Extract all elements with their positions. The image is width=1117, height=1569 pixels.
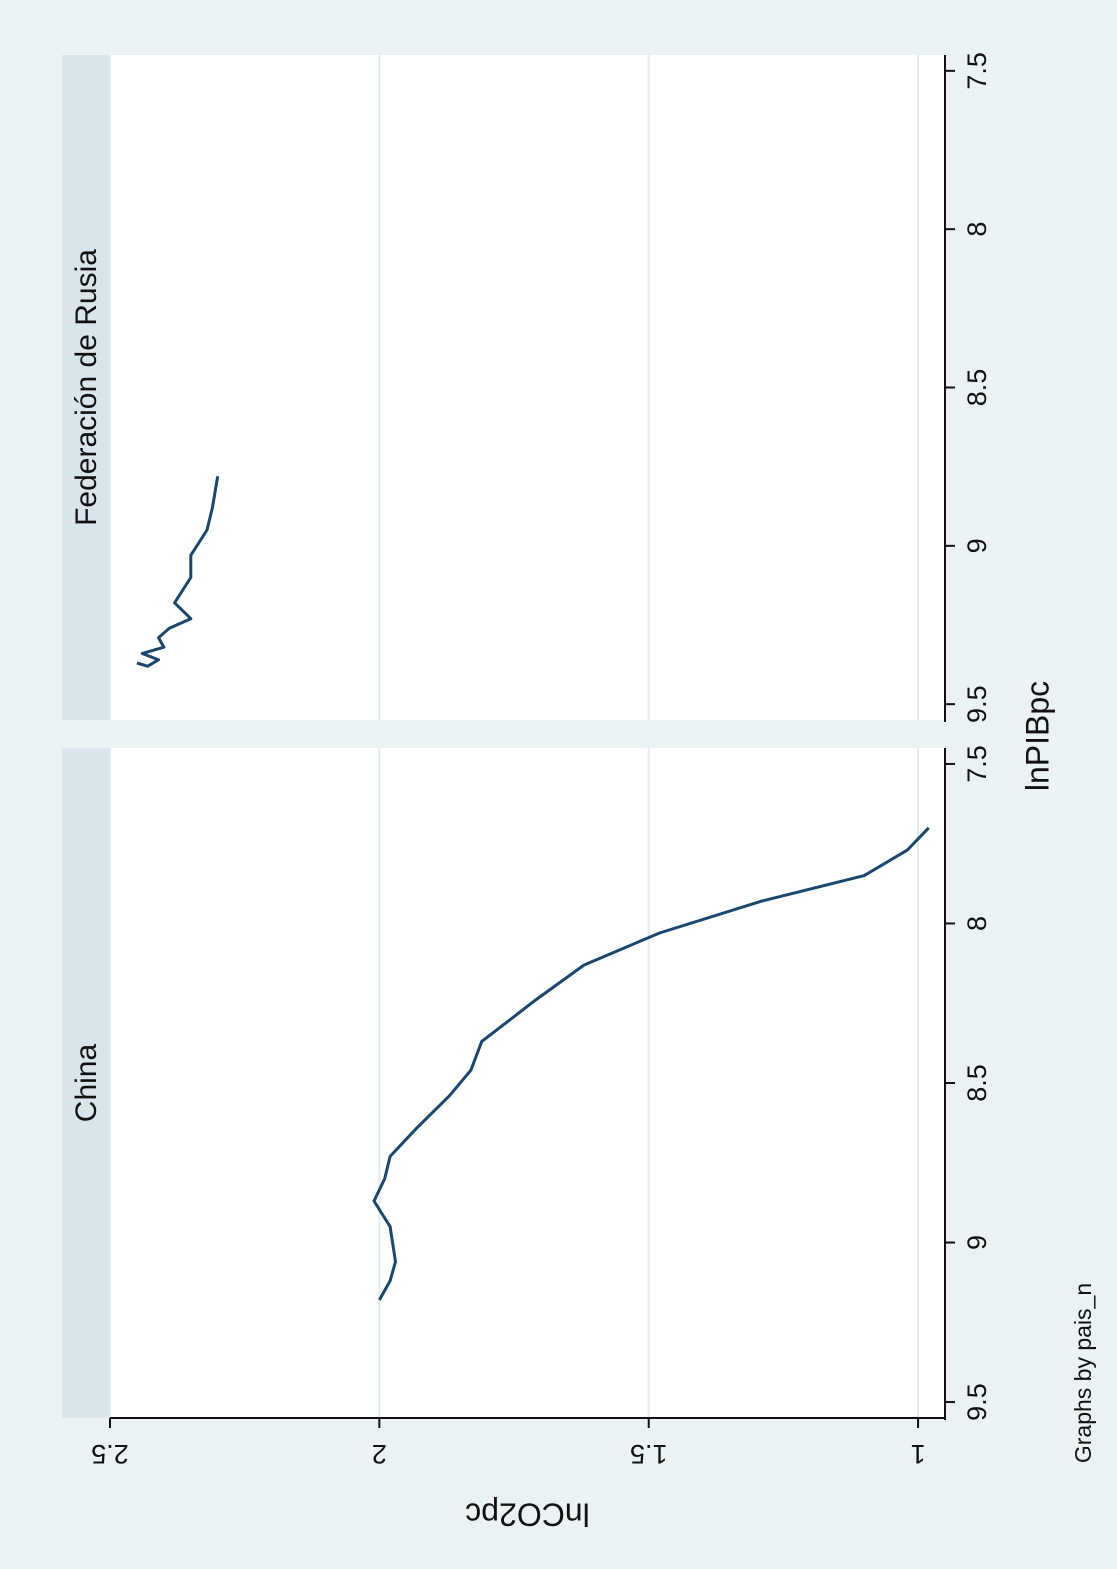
plot-area [110,748,945,1418]
x-tick-label: 9 [962,1235,992,1250]
y-axis-title: lnCO2pc [465,1497,590,1533]
y-tick-label: 1.5 [630,1439,668,1469]
x-axis-title: lnPIBpc [1019,681,1055,791]
x-tick-label: 8 [962,916,992,931]
x-tick-label: 9 [962,538,992,553]
panel-strip [62,748,110,1418]
x-tick-label: 8.5 [962,1064,992,1102]
x-tick-label: 8.5 [962,369,992,407]
panel-1: Federación de Rusia 7.5 8 8.5 9 9.5 [62,52,992,723]
panel-strip [62,55,110,720]
x-tick-label: 8 [962,222,992,237]
panel-0: China 7.5 8 8.5 9 9.5 [62,745,992,1421]
x-tick-label: 9.5 [962,685,992,723]
x-tick-label: 9.5 [962,1383,992,1421]
x-tick-label: 7.5 [962,745,992,783]
y-tick-label: 1 [911,1439,926,1469]
axes-layer: 1 1.5 2 2.5 lnCO2pc lnPIBpc Graphs by pais_n [91,681,1096,1533]
panel-title: China [70,1043,103,1122]
x-tick-label: 7.5 [962,52,992,90]
y-tick-label: 2.5 [91,1439,129,1469]
graph-note: Graphs by pais_n [1070,1283,1096,1463]
series-line [136,475,220,668]
panel-title: Federación de Rusia [70,249,103,526]
plot-area [110,55,945,720]
y-tick-label: 2 [372,1439,387,1469]
series-line [372,826,930,1301]
panels-layer: China 7.5 8 8.5 9 9.5 Federación de Rusia 7.5 8 8… [62,52,992,1421]
